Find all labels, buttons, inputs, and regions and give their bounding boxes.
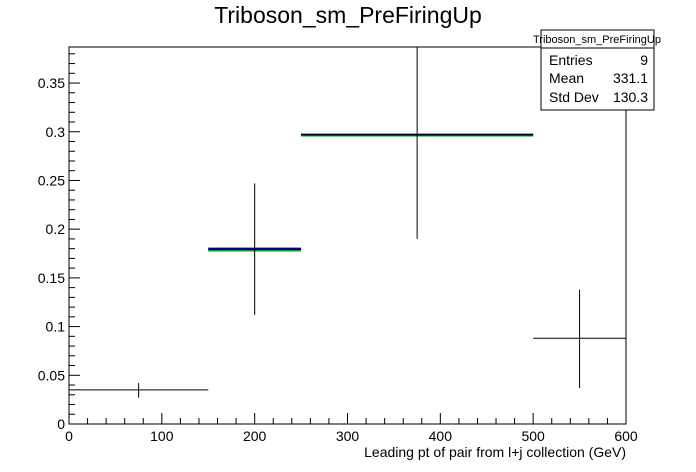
stats-box: Triboson_sm_PreFiringUp Entries 9 Mean 3… <box>533 29 661 111</box>
x-axis: 0 100 200 300 400 500 600 <box>65 413 638 444</box>
y-tick-label: 0.1 <box>46 319 66 335</box>
stats-stddev-label: Std Dev <box>549 89 599 105</box>
stats-mean-value: 331.1 <box>613 70 648 86</box>
y-tick-label: 0.2 <box>46 221 66 237</box>
chart-title: Triboson_sm_PreFiringUp <box>214 2 482 28</box>
y-tick-label: 0.35 <box>38 75 65 91</box>
data-points <box>69 47 626 398</box>
stats-box-title: Triboson_sm_PreFiringUp <box>533 34 661 46</box>
x-tick-label: 400 <box>429 428 453 444</box>
x-tick-label: 600 <box>614 428 638 444</box>
y-tick-label: 0.3 <box>46 124 66 140</box>
y-tick-label: 0.25 <box>38 172 65 188</box>
y-tick-label: 0.15 <box>38 270 65 286</box>
x-axis-label: Leading pt of pair from l+j collection (… <box>364 444 626 460</box>
stats-entries-value: 9 <box>640 52 648 68</box>
stats-mean-label: Mean <box>549 70 584 86</box>
stats-box-frame <box>540 29 655 111</box>
y-tick-label: 0.05 <box>38 367 65 383</box>
stats-stddev-value: 130.3 <box>613 89 648 105</box>
overlay-lines <box>208 133 534 252</box>
x-tick-label: 100 <box>150 428 174 444</box>
x-tick-label: 200 <box>243 428 267 444</box>
stats-entries-label: Entries <box>549 52 593 68</box>
x-tick-label: 500 <box>521 428 545 444</box>
x-tick-label: 300 <box>336 428 360 444</box>
y-tick-label: 0 <box>57 416 65 432</box>
x-tick-label: 0 <box>65 428 73 444</box>
y-axis: 0 0.05 0.1 0.15 0.2 0.25 0.3 0.35 <box>38 53 80 432</box>
